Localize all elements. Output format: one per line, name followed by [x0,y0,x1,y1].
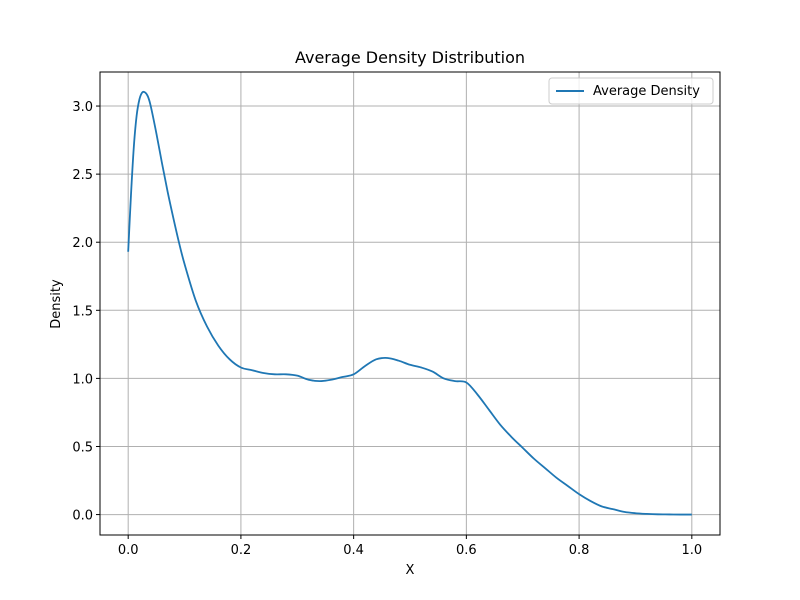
x-tick-label: 0.4 [343,543,364,558]
y-axis-label: Density [49,279,64,329]
y-tick-label: 1.5 [72,304,93,319]
y-tick-label: 0.0 [72,509,93,524]
chart-title: Average Density Distribution [295,48,525,67]
x-axis-label: X [406,563,415,578]
series-layer [127,90,692,516]
x-tick-label: 0.8 [569,543,590,558]
grid-lines [100,72,720,535]
x-tick-label: 0.6 [456,543,477,558]
y-tick-label: 2.0 [72,236,93,251]
y-tick-label: 1.0 [72,372,93,387]
legend: Average Density [548,77,714,105]
series-line-average-density [127,90,692,516]
x-tick-label: 0.0 [118,543,139,558]
plot-frame [99,71,721,536]
legend-label-average-density: Average Density [593,84,700,99]
x-tick-label: 1.0 [681,543,702,558]
y-tick-label: 2.5 [72,168,93,183]
axis-ticks: 0.0 0.2 0.4 0.6 0.8 1.0 0.0 0.5 1.0 1.5 2.0 2.5 3.0 [72,100,702,558]
y-tick-label: 0.5 [72,440,93,455]
x-tick-label: 0.2 [231,543,252,558]
legend-box [548,77,714,105]
y-tick-label: 3.0 [72,100,93,115]
